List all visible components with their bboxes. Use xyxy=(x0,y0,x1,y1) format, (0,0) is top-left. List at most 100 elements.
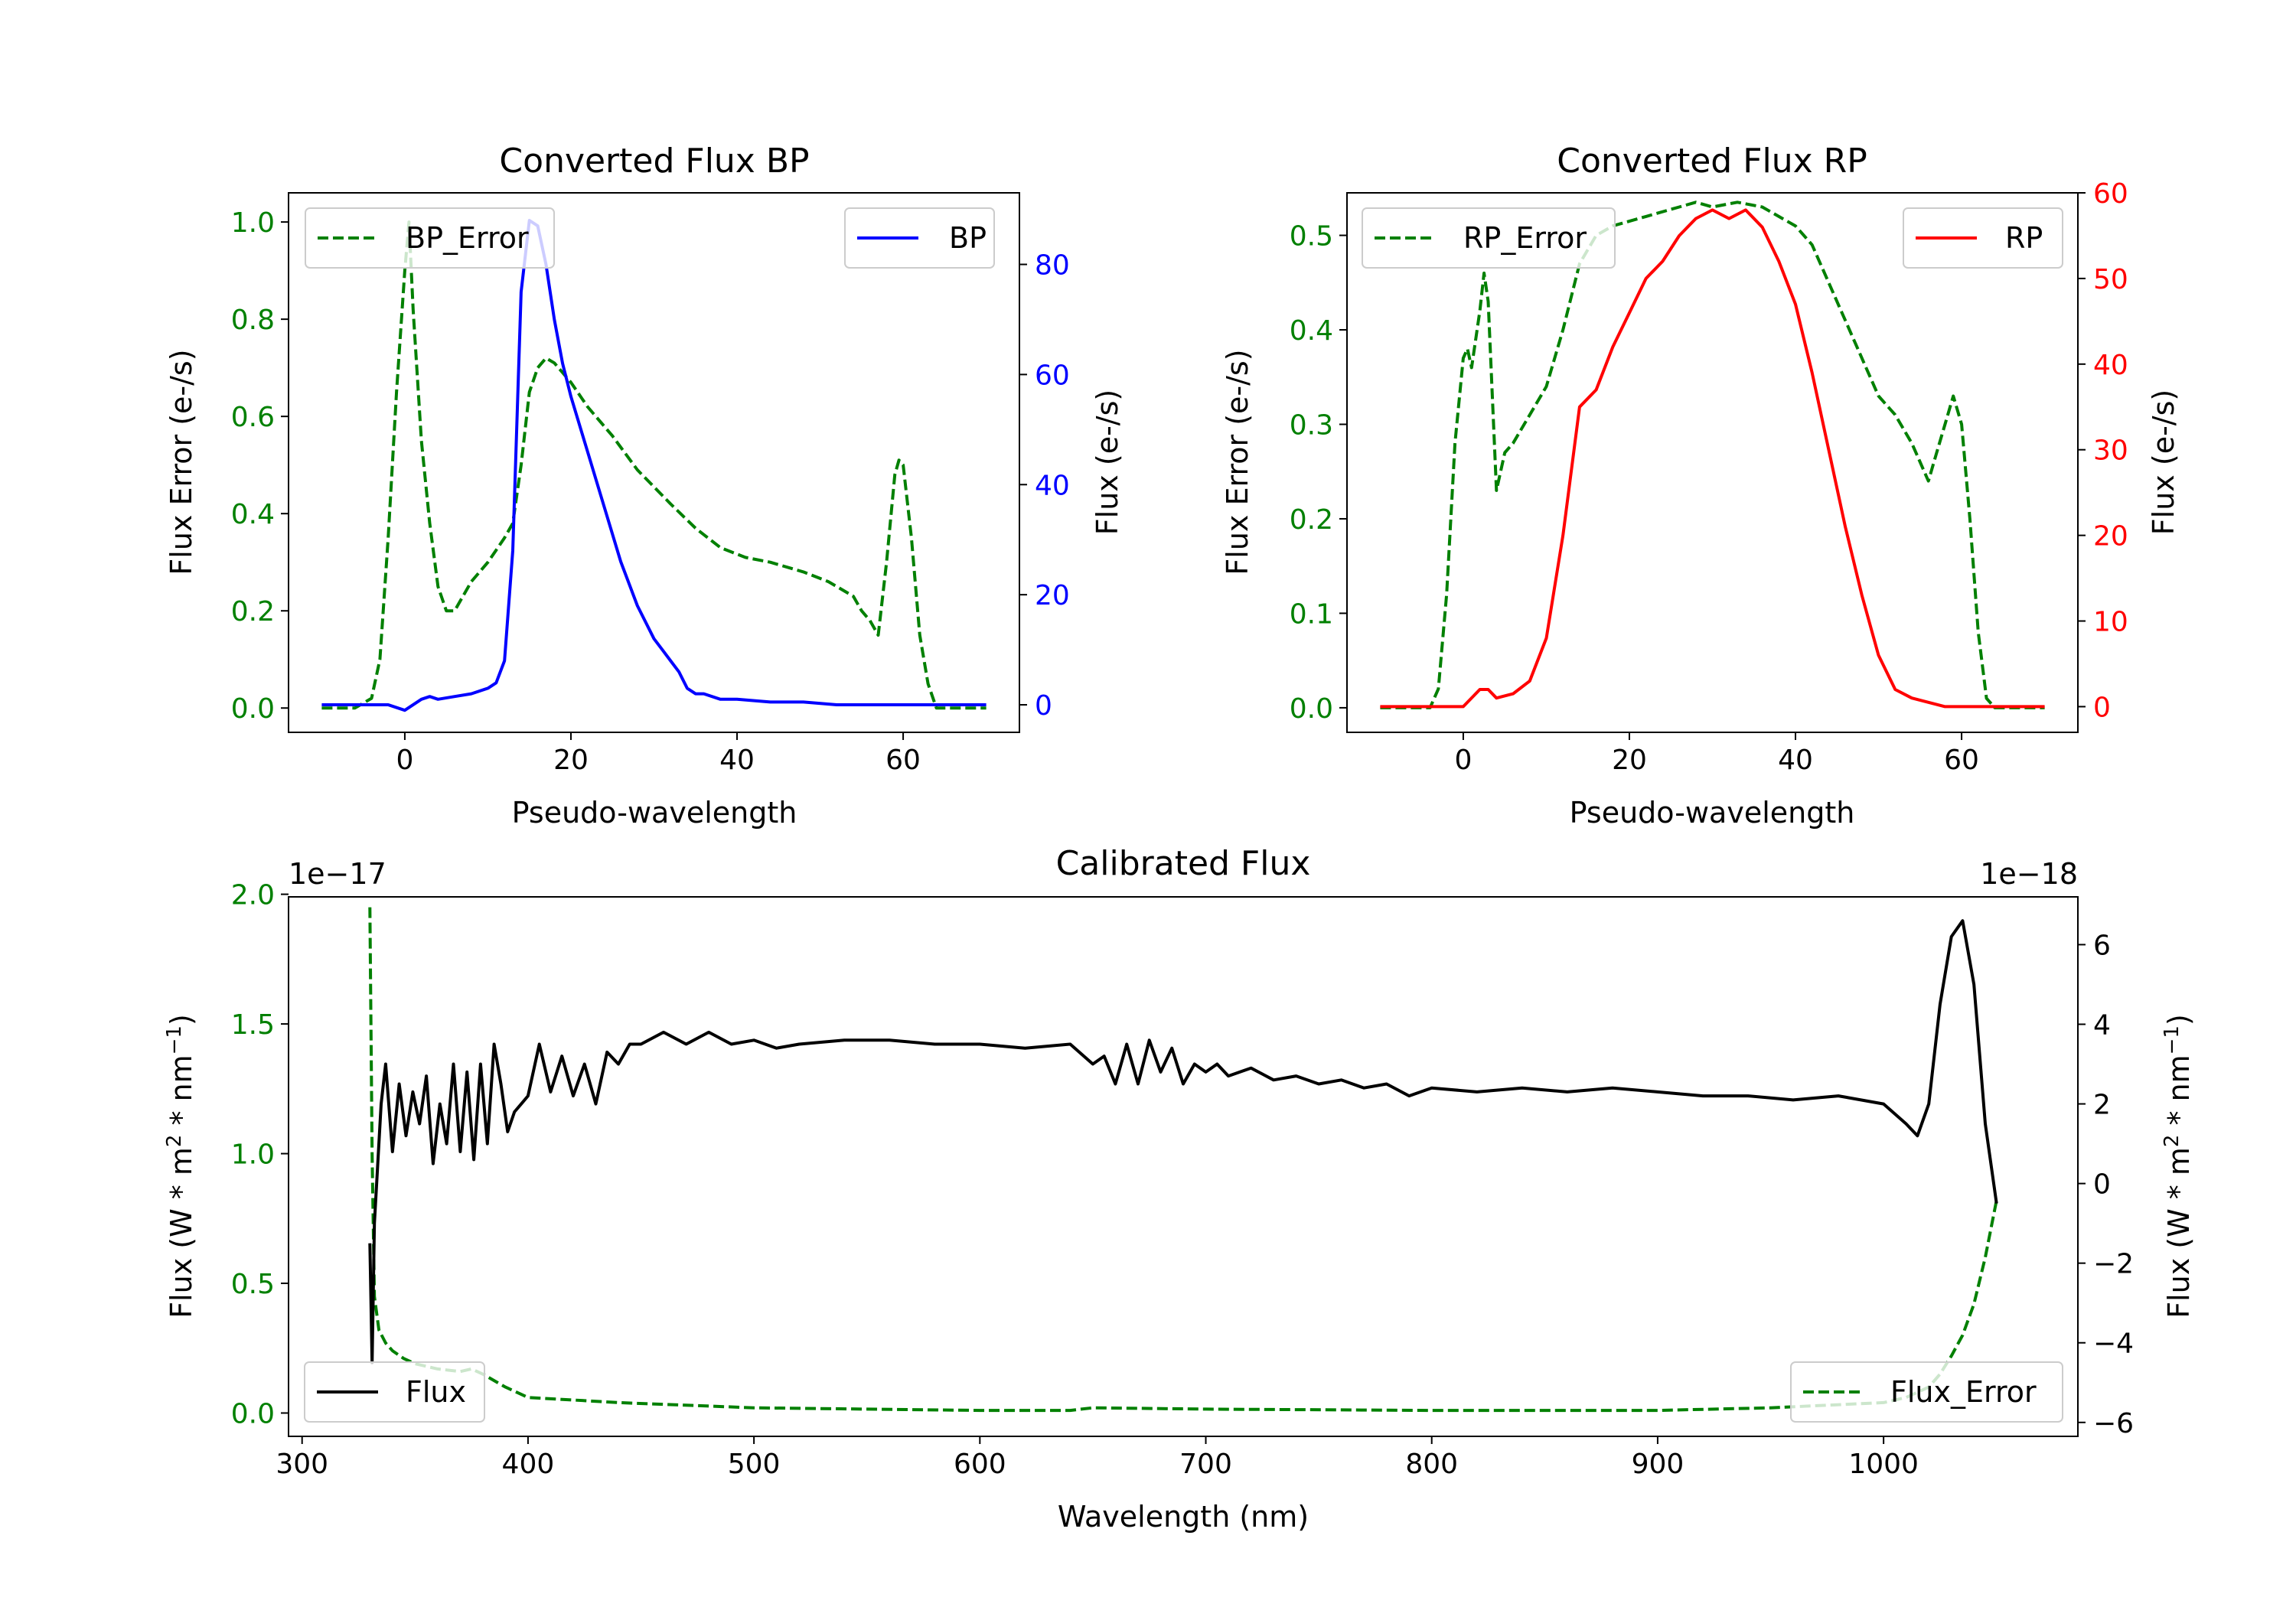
x-tick-label: 60 xyxy=(1944,745,1979,776)
left-y-tick-label: 0.8 xyxy=(231,305,275,336)
x-tick-label: 900 xyxy=(1632,1449,1684,1480)
panel-calibrated-frame xyxy=(288,896,2079,1437)
x-tick-label: 60 xyxy=(885,745,921,776)
panel-calibrated-right-ticks: −6 −4 −2 0 2 4 6 xyxy=(2078,930,2134,1439)
legend-label-rp: RP xyxy=(2005,221,2043,255)
panel-bp: Converted Flux BP 0 20 40 60 0.00.20.40.60.… xyxy=(165,142,1124,830)
right-y-tick-label: 6 xyxy=(2093,930,2111,961)
panel-bp-title: Converted Flux BP xyxy=(499,142,809,181)
series-line-rp-error xyxy=(1380,200,2045,709)
right-y-tick-label: 60 xyxy=(2093,178,2128,210)
left-y-tick-label: 0.4 xyxy=(1290,315,1333,347)
panel-calibrated-legend-error: Flux_Error xyxy=(1790,1361,2063,1423)
panel-calibrated-left-offset: 1e−17 xyxy=(289,857,386,891)
right-y-tick-label: 0 xyxy=(2093,692,2111,723)
series-line-rp xyxy=(1380,208,2045,709)
left-y-tick-label: 0.5 xyxy=(1290,221,1333,253)
right-y-tick-label: 40 xyxy=(2093,350,2128,381)
right-y-tick-label: −6 xyxy=(2093,1408,2134,1439)
legend-box xyxy=(305,207,555,269)
panel-calibrated-title: Calibrated Flux xyxy=(1056,844,1311,883)
x-tick-label: 20 xyxy=(1612,745,1647,776)
left-y-tick-label: 0.3 xyxy=(1290,409,1333,441)
panel-rp-frame xyxy=(1346,192,2079,733)
left-y-tick-label: 1.0 xyxy=(231,207,275,239)
panel-bp-right-ticks: 0 20 40 60 80 xyxy=(1019,250,1070,722)
panel-calibrated-legend-flux: Flux xyxy=(304,1361,485,1423)
panel-calibrated: Calibrated Flux 1e−17 1e−18 300 400 500 600… xyxy=(163,844,2196,1534)
x-tick-label: 40 xyxy=(719,745,755,776)
panel-calibrated-xlabel: Wavelength (nm) xyxy=(1058,1500,1309,1534)
right-y-tick-label: 60 xyxy=(1035,360,1070,391)
panel-rp-x-ticks: 0 20 40 60 xyxy=(1454,732,1979,776)
x-tick-label: 0 xyxy=(396,745,413,776)
right-y-tick-label: 20 xyxy=(2093,521,2128,553)
x-tick-label: 0 xyxy=(1454,745,1472,776)
right-y-tick-label: −4 xyxy=(2093,1328,2134,1360)
right-y-tick-label: 40 xyxy=(1035,470,1070,501)
x-tick-label: 700 xyxy=(1179,1449,1232,1480)
panel-rp-title: Converted Flux RP xyxy=(1557,142,1867,181)
right-y-tick-label: 20 xyxy=(1035,580,1070,611)
x-tick-label: 600 xyxy=(954,1449,1006,1480)
legend-box xyxy=(304,1361,485,1423)
legend-label-bp: BP xyxy=(949,221,987,255)
series-line-flux xyxy=(368,919,1998,1364)
panel-rp-left-ticks: 0.0 0.1 0.2 0.3 0.4 0.5 xyxy=(1290,221,1347,725)
left-y-tick-label: 0.2 xyxy=(231,596,275,627)
panel-rp-right-ticks: 0 10 20 30 40 50 60 xyxy=(2078,178,2128,723)
panel-bp-left-ylabel: Flux Error (e-/s) xyxy=(165,349,198,575)
left-y-tick-label: 0.0 xyxy=(1290,693,1333,725)
x-tick-label: 800 xyxy=(1405,1449,1458,1480)
panel-bp-series xyxy=(321,219,987,712)
panel-rp-legend-flux: RP xyxy=(1903,207,2063,269)
left-y-tick-label: 0.5 xyxy=(231,1269,275,1300)
right-y-tick-label: 4 xyxy=(2093,1009,2111,1041)
panel-rp-xlabel: Pseudo-wavelength xyxy=(1570,796,1855,830)
left-y-tick-label: 1.5 xyxy=(231,1009,275,1041)
panel-bp-right-ylabel: Flux (e-/s) xyxy=(1091,390,1124,535)
right-y-tick-label: 2 xyxy=(2093,1090,2111,1121)
right-y-tick-label: −2 xyxy=(2093,1249,2134,1280)
legend-label-rp-error: RP_Error xyxy=(1463,221,1587,255)
panel-bp-frame xyxy=(288,192,1020,733)
panel-calibrated-right-offset: 1e−18 xyxy=(1980,857,2078,891)
panel-calibrated-left-ticks: 0.0 0.5 1.0 1.5 2.0 xyxy=(231,880,289,1429)
right-y-tick-label: 0 xyxy=(2093,1169,2111,1201)
legend-label-flux-error: Flux_Error xyxy=(1890,1375,2037,1409)
left-y-tick-label: 0.0 xyxy=(231,693,275,725)
left-y-tick-label: 0.6 xyxy=(231,402,275,433)
left-y-tick-label: 1.0 xyxy=(231,1139,275,1171)
panel-bp-xlabel: Pseudo-wavelength xyxy=(512,796,797,830)
left-y-tick-label: 0.2 xyxy=(1290,504,1333,536)
panel-rp-left-ylabel: Flux Error (e-/s) xyxy=(1221,349,1254,575)
left-y-tick-label: 2.0 xyxy=(231,880,275,911)
left-y-tick-label: 0.4 xyxy=(231,499,275,530)
panel-calibrated-left-ylabel: Flux (W * m2 * nm−1) xyxy=(163,1014,198,1319)
panel-bp-left-ticks: 0.0 0.2 0.4 0.6 0.8 1.0 xyxy=(231,207,289,725)
legend-box xyxy=(1362,207,1616,269)
right-y-tick-label: 10 xyxy=(2093,607,2128,638)
x-tick-label: 1000 xyxy=(1848,1449,1919,1480)
legend-box xyxy=(1790,1361,2063,1423)
panel-calibrated-right-ylabel: Flux (W * m2 * nm−1) xyxy=(2161,1014,2196,1319)
series-line-bp-error xyxy=(321,220,987,710)
right-y-tick-label: 0 xyxy=(1035,690,1052,722)
x-tick-label: 400 xyxy=(502,1449,555,1480)
panel-rp-series xyxy=(1380,200,2045,709)
left-y-tick-label: 0.0 xyxy=(231,1398,275,1429)
panel-bp-x-ticks: 0 20 40 60 xyxy=(396,732,921,776)
panel-bp-legend-flux: BP xyxy=(844,207,995,269)
series-line-bp xyxy=(321,219,987,712)
panel-rp-legend-error: RP_Error xyxy=(1362,207,1616,269)
x-tick-label: 40 xyxy=(1778,745,1813,776)
panel-rp-right-ylabel: Flux (e-/s) xyxy=(2147,390,2180,535)
panel-bp-legend-error: BP_Error xyxy=(305,207,555,269)
x-tick-label: 20 xyxy=(553,745,589,776)
right-y-tick-label: 30 xyxy=(2093,435,2128,467)
left-y-tick-label: 0.1 xyxy=(1290,598,1333,630)
right-y-tick-label: 50 xyxy=(2093,264,2128,295)
legend-label-flux: Flux xyxy=(406,1375,466,1409)
x-tick-label: 300 xyxy=(276,1449,328,1480)
